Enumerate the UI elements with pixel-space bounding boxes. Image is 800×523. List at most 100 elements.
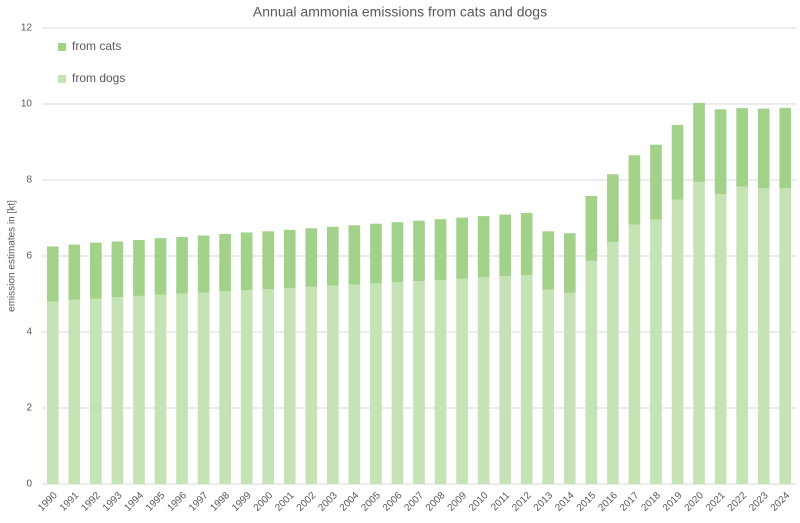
x-tick-label: 2006 (381, 490, 405, 514)
bar-segment (68, 244, 81, 300)
x-tick-label: 1993 (101, 490, 125, 514)
legend-label: from dogs (72, 71, 125, 85)
bar-segment (197, 292, 210, 484)
bar-segment (563, 292, 576, 484)
bar-segment (736, 186, 748, 484)
bar-segment (650, 219, 662, 484)
bar-segment (46, 301, 59, 484)
bar-segment (154, 294, 167, 484)
x-tick-label: 1997 (187, 490, 211, 514)
bar-segment (434, 279, 447, 484)
x-tick-label: 2023 (747, 490, 771, 514)
x-tick-label: 2013 (532, 490, 556, 514)
bar-segment (262, 231, 275, 290)
x-tick-label: 2016 (596, 490, 620, 514)
bar-segment (628, 224, 641, 484)
bar-segment (757, 108, 770, 189)
bar-segment (219, 233, 231, 292)
bar-segment (542, 289, 555, 484)
bar-segment (456, 278, 468, 484)
bar-segment (499, 276, 511, 484)
x-tick-label: 2010 (467, 490, 491, 514)
bar-segment (585, 195, 598, 261)
x-tick-label: 1995 (144, 490, 168, 514)
x-tick-label: 2009 (446, 490, 470, 514)
x-tick-label: 2002 (295, 490, 319, 514)
bar-segment (607, 174, 619, 242)
bar-segment (456, 217, 468, 279)
bar-segment (499, 214, 511, 277)
x-tick-label: 2004 (338, 490, 362, 514)
bar-segment (650, 144, 662, 220)
bar-segment (714, 109, 727, 195)
x-tick-label: 1990 (36, 490, 60, 514)
legend-swatch (58, 75, 66, 83)
y-tick-label: 6 (26, 251, 32, 262)
x-tick-label: 2000 (252, 490, 276, 514)
bar-segment (283, 287, 296, 484)
x-tick-label: 1999 (230, 490, 254, 514)
bar-segment (693, 102, 705, 182)
bar-segment (111, 297, 124, 484)
x-tick-label: 2007 (402, 490, 426, 514)
bar-segment (283, 229, 296, 288)
y-tick-label: 10 (21, 99, 33, 110)
bar-segment (111, 241, 124, 298)
bar-segment (693, 181, 705, 484)
bar-segment (348, 225, 361, 285)
x-tick-label: 2014 (553, 490, 577, 514)
legend-label: from cats (72, 39, 121, 53)
bar-segment (714, 194, 727, 484)
bar-segment (348, 284, 361, 484)
bar-segment (240, 232, 253, 291)
bar-segment (413, 220, 425, 282)
x-tick-label: 2008 (424, 490, 448, 514)
x-tick-label: 2011 (489, 490, 512, 513)
bar-segment (327, 285, 339, 484)
bar-segment (391, 222, 404, 283)
bar-segment (779, 107, 792, 189)
x-tick-label: 2005 (359, 490, 383, 514)
bar-segment (434, 219, 447, 280)
x-tick-label: 2001 (273, 490, 297, 514)
bar-segment (477, 216, 490, 278)
bar-segment (133, 295, 145, 484)
bar-segment (671, 124, 684, 200)
bar-segment (262, 289, 275, 484)
x-tick-label: 2021 (704, 490, 728, 514)
bar-segment (219, 291, 231, 484)
y-axis-label: emission estimates in [kt] (7, 200, 18, 312)
x-tick-label: 2012 (510, 490, 534, 514)
x-tick-label: 1996 (166, 490, 190, 514)
x-tick-label: 2017 (618, 490, 642, 514)
x-tick-label: 2024 (769, 490, 793, 514)
x-tick-label: 1994 (122, 490, 146, 514)
bar-segment (757, 188, 770, 485)
x-tick-label: 2022 (726, 490, 750, 514)
bar-segment (46, 246, 59, 302)
x-tick-label: 2015 (575, 490, 599, 514)
x-tick-label: 2018 (639, 490, 663, 514)
bar-segment (736, 108, 748, 187)
bar-segment (176, 237, 188, 294)
bar-segment (240, 290, 253, 484)
bar-segment (779, 188, 792, 485)
bar-segment (391, 282, 404, 484)
bar-segment (327, 226, 339, 286)
bar-segment (90, 242, 102, 299)
chart-title: Annual ammonia emissions from cats and d… (253, 4, 547, 20)
bar-segment (370, 223, 382, 284)
bar-segment (68, 299, 81, 484)
bar-segment (197, 235, 210, 293)
x-tick-label: 2019 (661, 490, 685, 514)
bar-segment (133, 240, 145, 296)
x-tick-label: 1992 (79, 490, 103, 514)
bar-segment (542, 231, 555, 290)
legend-swatch (58, 43, 66, 51)
bar-segment (520, 213, 533, 275)
y-tick-label: 0 (26, 479, 32, 490)
bar-segment (370, 283, 382, 484)
bar-segment (607, 241, 619, 484)
bar-segment (305, 228, 318, 287)
bar-segment (413, 281, 425, 484)
